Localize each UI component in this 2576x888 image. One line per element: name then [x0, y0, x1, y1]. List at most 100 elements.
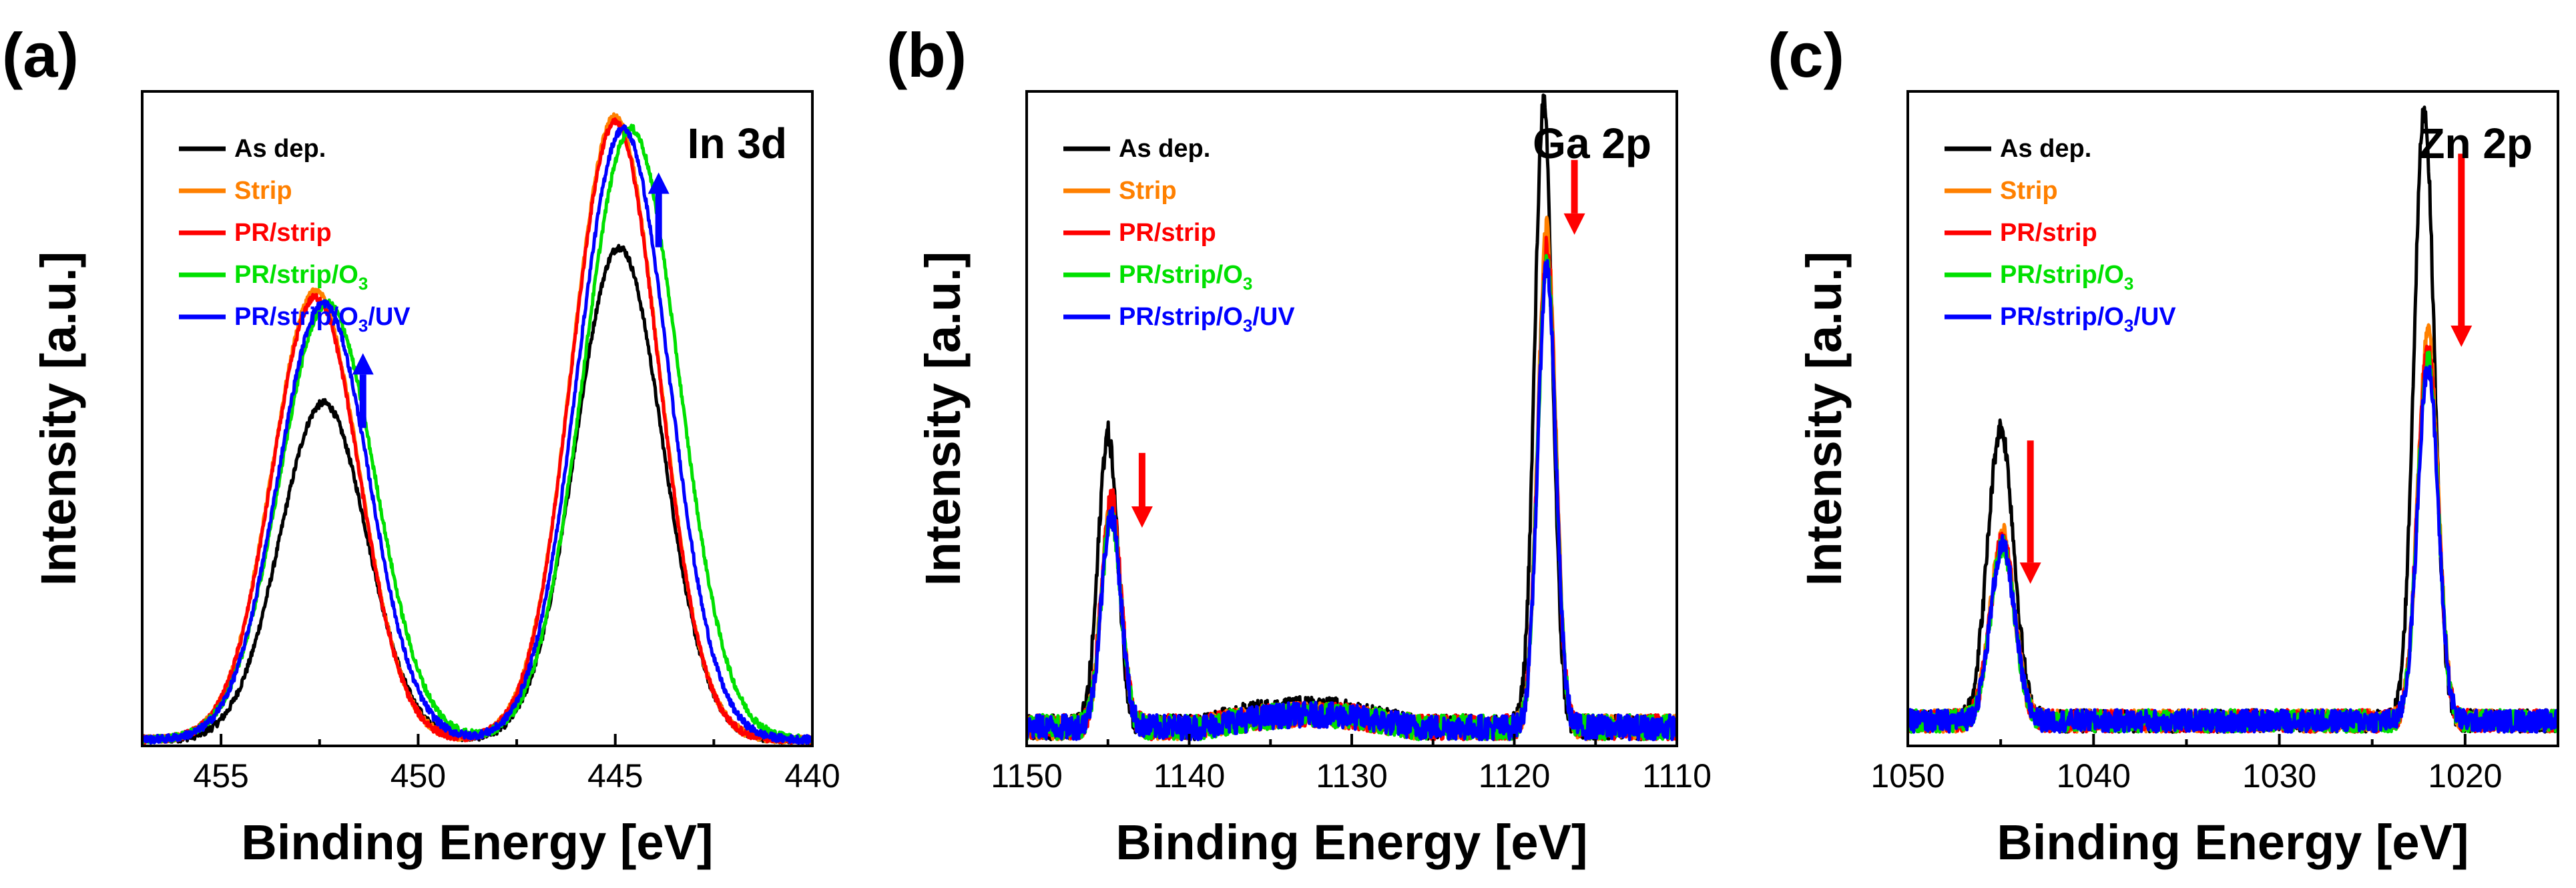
trend-arrow-head: [352, 353, 374, 375]
y-axis-title: Intensity [a.u.]: [915, 252, 971, 586]
legend-item-pr-strip-o3-uv: PR/strip/O3/UV: [1063, 303, 1295, 336]
legend-label-subscript: 3: [1243, 316, 1252, 336]
x-tick-label: 455: [193, 757, 248, 795]
legend-label-tail: /UV: [368, 303, 411, 331]
x-tick-label: 440: [784, 757, 840, 795]
panel-label: (b): [886, 20, 967, 90]
legend-label-main: PR/strip/O: [234, 261, 358, 289]
legend-label-subscript: 3: [2124, 316, 2133, 336]
legend-label-main: Strip: [2000, 177, 2058, 205]
legend-label: PR/strip/O3: [2000, 261, 2133, 294]
panel-label: (a): [2, 20, 79, 90]
legend-label: PR/strip/O3/UV: [1119, 303, 1295, 336]
x-axis-title: Binding Energy [eV]: [241, 815, 713, 870]
x-tick-label: 445: [587, 757, 643, 795]
trend-arrow-0: [2019, 440, 2041, 584]
legend-label-subscript: 3: [358, 316, 368, 336]
panel-2: (c) 1050 1040 1030 1020 Binding Energy [eV] In…: [1768, 20, 2559, 870]
legend-label-subscript: 3: [2124, 274, 2133, 294]
trend-arrow-1: [2451, 153, 2473, 348]
legend-item-pr-strip-o3-uv: PR/strip/O3/UV: [1945, 303, 2176, 336]
series-group: [142, 112, 812, 745]
legend-label: PR/strip/O3: [1119, 261, 1252, 294]
legend-item-pr-strip-o3: PR/strip/O3: [179, 261, 368, 294]
legend-label: PR/strip: [1119, 219, 1216, 247]
x-tick-label: 1050: [1870, 757, 1945, 795]
legend: As dep.StripPR/stripPR/strip/O3PR/strip/…: [1063, 135, 1295, 336]
series-line-pr-strip-o3-uv: [142, 124, 812, 745]
trend-arrow-head: [648, 172, 670, 194]
trend-arrow-head: [2451, 326, 2473, 348]
plot-frame: [141, 90, 814, 747]
y-axis-title: Intensity [a.u.]: [1796, 252, 1852, 586]
legend-label: PR/strip/O3/UV: [2000, 303, 2176, 336]
legend-item-pr-strip: PR/strip: [1063, 219, 1216, 247]
x-tick-label: 1120: [1479, 757, 1551, 795]
legend-item-pr-strip: PR/strip: [1945, 219, 2097, 247]
legend-label: PR/strip/O3/UV: [234, 303, 411, 336]
trend-arrow-0: [1131, 452, 1153, 528]
trend-arrow-head: [1131, 506, 1153, 528]
series-group: [1908, 105, 2558, 734]
legend-label: As dep.: [1119, 135, 1210, 163]
x-tick-label: 1150: [991, 757, 1063, 795]
legend-label-main: As dep.: [1119, 135, 1210, 163]
trend-arrow-head: [2019, 562, 2041, 584]
legend-label-main: Strip: [234, 177, 292, 205]
legend-item-pr-strip-o3: PR/strip/O3: [1945, 261, 2133, 294]
legend-label-subscript: 3: [358, 274, 368, 294]
legend-label: PR/strip: [2000, 219, 2097, 247]
legend-label-main: As dep.: [234, 135, 326, 163]
panel-0: (a) 455 450 445 440 Binding Energy [eV] Intens…: [2, 20, 840, 870]
x-tick-label: 1140: [1153, 757, 1226, 795]
legend-label: Strip: [2000, 177, 2058, 205]
trend-arrow-0: [352, 353, 374, 428]
x-tick-label: 1030: [2242, 757, 2316, 795]
legend-label-main: Strip: [1119, 177, 1177, 205]
legend-label-tail: /UV: [1252, 303, 1295, 331]
legend-label-main: PR/strip: [2000, 219, 2097, 247]
legend-label-subscript: 3: [1243, 274, 1252, 294]
x-tick-label: 1130: [1316, 757, 1388, 795]
legend-label-main: PR/strip/O: [234, 303, 358, 331]
y-axis-title: Intensity [a.u.]: [31, 252, 86, 586]
core-level-label: Ga 2p: [1533, 119, 1651, 167]
legend-label-main: PR/strip/O: [1119, 303, 1243, 331]
trend-arrow-head: [1563, 213, 1585, 235]
x-tick-label: 1110: [1642, 757, 1712, 795]
legend-label: PR/strip/O3: [234, 261, 368, 294]
legend-label: As dep.: [2000, 135, 2091, 163]
legend: As dep.StripPR/stripPR/strip/O3PR/strip/…: [179, 135, 411, 336]
x-tick-label: 450: [391, 757, 446, 795]
legend-item-pr-strip-o3-uv: PR/strip/O3/UV: [179, 303, 411, 336]
core-level-label: In 3d: [688, 119, 787, 167]
legend-label-main: PR/strip: [1119, 219, 1216, 247]
legend-label-main: As dep.: [2000, 135, 2091, 163]
panel-label: (c): [1768, 20, 1844, 90]
legend-label-tail: /UV: [2133, 303, 2176, 331]
trend-arrow-1: [1563, 159, 1585, 235]
legend-item-pr-strip: PR/strip: [179, 219, 332, 247]
legend: As dep.StripPR/stripPR/strip/O3PR/strip/…: [1945, 135, 2176, 336]
x-axis-title: Binding Energy [eV]: [1115, 815, 1587, 870]
legend-label-main: PR/strip: [234, 219, 332, 247]
x-tick-label: 1040: [2057, 757, 2131, 795]
legend-label: PR/strip: [234, 219, 332, 247]
x-tick-label: 1020: [2428, 757, 2502, 795]
legend-item-strip: Strip: [179, 177, 292, 205]
core-level-label: Zn 2p: [2418, 119, 2533, 167]
legend-label: Strip: [1119, 177, 1177, 205]
trend-arrow-1: [648, 172, 670, 248]
series-line-pr-strip-o3-uv: [1027, 259, 1677, 742]
x-axis-title: Binding Energy [eV]: [1997, 815, 2469, 870]
legend-label-main: PR/strip/O: [2000, 261, 2124, 289]
legend-label: As dep.: [234, 135, 326, 163]
legend-label-main: PR/strip/O: [1119, 261, 1243, 289]
series-line-pr-strip-o3-uv: [1908, 364, 2558, 734]
legend-item-as-dep: As dep.: [1063, 135, 1210, 163]
panel-1: (b) 1150 1140 1130 1120 1110 Binding Energy [e…: [886, 20, 1712, 870]
plot-frame: [1906, 90, 2559, 747]
legend-item-strip: Strip: [1063, 177, 1177, 205]
series-line-strip: [1908, 323, 2558, 734]
